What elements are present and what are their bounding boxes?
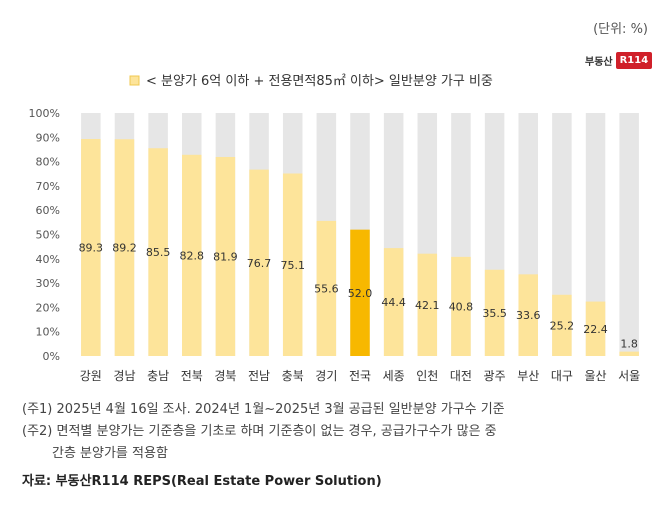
data-label: 52.0 (348, 287, 373, 300)
x-axis: 강원 경남 충남 전북 경북 전남 충북 경기 전국 세종 인천 대전 광주 부산 대구 울산 서울 (80, 368, 640, 383)
data-label: 22.4 (583, 323, 608, 336)
bar-충남 (148, 148, 168, 356)
bar-대전 (451, 256, 471, 356)
note-1: (주1) 2025년 4월 16일 조사. 2024년 1월~2025년 3월 … (22, 402, 505, 417)
legend-label: < 분양가 6억 이하 + 전용면적85㎡ 이하> 일반분양 가구 비중 (146, 74, 493, 89)
y-tick-label: 60% (36, 204, 60, 217)
x-tick-label: 세종 (383, 369, 405, 383)
y-tick-label: 10% (36, 326, 60, 339)
bar-광주 (484, 269, 505, 356)
logo-mark: R114 (615, 52, 653, 69)
legend-swatch (129, 75, 140, 86)
bar-chart: < 분양가 6억 이하 + 전용면적85㎡ 이하> 일반분양 가구 비중 0% 1… (29, 74, 641, 383)
data-label: 40.8 (449, 300, 474, 313)
data-label: 82.8 (180, 249, 205, 262)
bar-전국 (350, 229, 370, 356)
bars: 89.3 89.2 85.5 82.8 81.9 76.7 75.1 55.6 52.0 44.4… (79, 113, 639, 356)
source-credit: 자료: 부동산R114 REPS(Real Estate Power Solut… (22, 474, 382, 489)
bar-강원 (81, 139, 101, 356)
x-tick-label: 대전 (450, 369, 472, 383)
data-label: 89.2 (112, 242, 137, 255)
note-2: (주2) 면적별 분양가는 기준층을 기초로 하며 기준층이 없는 경우, 공급… (22, 424, 497, 439)
y-tick-label: 40% (36, 253, 60, 266)
x-tick-label: 광주 (484, 369, 506, 383)
data-label: 89.3 (79, 242, 104, 255)
data-label: 85.5 (146, 246, 171, 259)
y-tick-label: 70% (36, 180, 60, 193)
note-2-continued: 간층 분양가를 적용함 (52, 446, 168, 461)
x-tick-label: 부산 (517, 369, 539, 383)
data-label: 42.1 (415, 299, 440, 312)
x-tick-label: 충남 (147, 369, 169, 383)
x-tick-label: 인천 (416, 368, 438, 383)
x-tick-label: 전남 (248, 369, 270, 383)
y-tick-label: 20% (36, 301, 60, 314)
legend: < 분양가 6억 이하 + 전용면적85㎡ 이하> 일반분양 가구 비중 (129, 74, 493, 89)
x-tick-label: 충북 (282, 369, 304, 383)
x-tick-label: 대구 (551, 369, 573, 383)
bar-전북 (182, 154, 202, 356)
unit-label: (단위: %) (593, 22, 648, 37)
x-tick-label: 서울 (618, 369, 640, 383)
y-tick-label: 100% (29, 107, 60, 120)
bar-부산 (518, 274, 538, 356)
y-tick-label: 90% (36, 131, 60, 144)
data-label: 76.7 (247, 257, 272, 270)
y-axis: 0% 10% 20% 30% 40% 50% 60% 70% 80% 90% 100% (29, 107, 60, 363)
x-tick-label: 경기 (315, 369, 337, 383)
y-tick-label: 0% (43, 350, 60, 363)
bar-울산 (585, 301, 606, 356)
y-tick-label: 80% (36, 156, 60, 169)
bar-경기 (316, 220, 337, 356)
x-tick-label: 강원 (80, 369, 102, 383)
data-label: 55.6 (314, 282, 339, 295)
data-label: 1.8 (620, 338, 638, 351)
x-tick-label: 경북 (214, 369, 236, 383)
data-label: 44.4 (381, 296, 406, 309)
logo-text: 부동산 (585, 57, 613, 68)
bar-전남 (249, 169, 269, 356)
y-tick-label: 30% (36, 277, 60, 290)
bar-경북 (215, 156, 236, 356)
bar-대구 (552, 294, 572, 356)
x-tick-label: 경남 (113, 369, 135, 383)
data-label: 81.9 (213, 250, 238, 263)
x-tick-label: 전북 (181, 369, 203, 383)
bar-경남 (114, 139, 135, 356)
data-label: 35.5 (482, 307, 507, 320)
bar-세종 (383, 248, 404, 356)
bar-background (619, 113, 639, 356)
bar-인천 (417, 253, 438, 356)
bar-충북 (282, 173, 303, 356)
bar-서울 (619, 351, 639, 356)
brand-logo: 부동산 R114 (585, 52, 653, 69)
data-label: 75.1 (280, 259, 305, 272)
data-label: 33.6 (516, 309, 541, 322)
x-tick-label: 울산 (584, 369, 606, 383)
bar-background (585, 113, 606, 356)
x-tick-label: 전국 (349, 369, 371, 383)
data-label: 25.2 (550, 319, 575, 332)
y-tick-label: 50% (36, 229, 60, 242)
